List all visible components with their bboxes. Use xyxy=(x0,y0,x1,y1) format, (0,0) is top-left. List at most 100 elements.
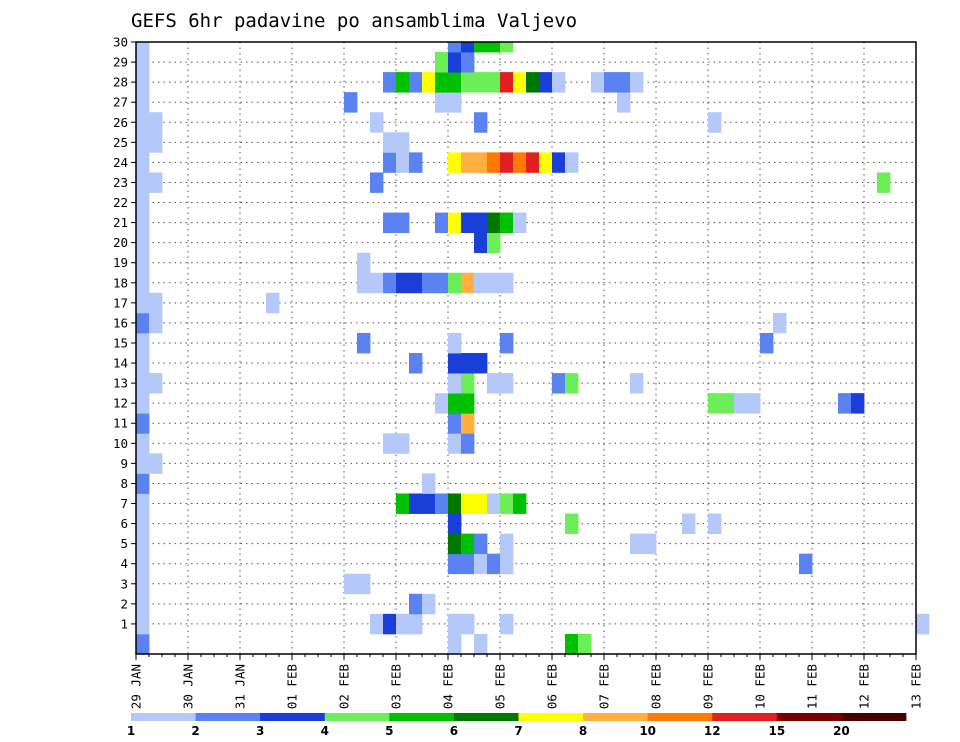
y-tick-label: 19 xyxy=(113,255,128,270)
heatmap-cell xyxy=(383,613,397,635)
heatmap-cell xyxy=(136,493,150,514)
heatmap-cell xyxy=(136,332,150,354)
heatmap-cell xyxy=(136,172,150,193)
heatmap-cell xyxy=(448,152,462,173)
heatmap-cell xyxy=(136,553,150,575)
heatmap-cell xyxy=(500,272,514,294)
heatmap-cell xyxy=(630,533,644,555)
heatmap-cell xyxy=(136,613,150,635)
heatmap-cell xyxy=(565,513,579,535)
heatmap-cell xyxy=(474,533,488,555)
heatmap-cell xyxy=(448,212,462,234)
heatmap-cell xyxy=(357,573,371,595)
heatmap-cell xyxy=(448,72,462,93)
heatmap-cell xyxy=(461,613,475,635)
heatmap-cell xyxy=(149,172,163,193)
heatmap-cell xyxy=(487,152,501,173)
heatmap-cell xyxy=(604,72,618,93)
heatmap-cell xyxy=(396,272,410,294)
heatmap-cell xyxy=(747,393,761,414)
heatmap-cell xyxy=(136,453,150,474)
heatmap-cell xyxy=(136,252,150,274)
heatmap-cell xyxy=(461,42,475,53)
heatmap-cell xyxy=(136,413,150,434)
heatmap-cell xyxy=(136,533,150,555)
heatmap-cell xyxy=(448,513,462,535)
heatmap-cell xyxy=(461,212,475,234)
y-tick-label: 2 xyxy=(120,596,128,611)
legend-swatch xyxy=(647,713,713,721)
heatmap-cell xyxy=(474,553,488,575)
y-tick-label: 20 xyxy=(113,235,128,250)
heatmap-cell xyxy=(357,332,371,354)
heatmap-cell xyxy=(435,52,449,73)
heatmap-cell xyxy=(383,132,397,153)
heatmap-cell xyxy=(630,72,644,93)
heatmap-cell xyxy=(643,533,657,555)
heatmap-cell xyxy=(357,272,371,294)
heatmap-cell xyxy=(136,593,150,615)
heatmap-cell xyxy=(136,232,150,254)
heatmap-cell xyxy=(396,212,410,234)
heatmap-cell xyxy=(500,72,514,93)
heatmap-cell xyxy=(396,152,410,173)
heatmap-cell xyxy=(383,433,397,454)
heatmap-cell xyxy=(136,212,150,234)
heatmap-cell xyxy=(149,132,163,153)
x-tick-label: 06 FEB xyxy=(545,664,560,709)
heatmap-cell xyxy=(461,393,475,414)
y-tick-label: 10 xyxy=(113,436,128,451)
heatmap-cell xyxy=(396,613,410,635)
heatmap-cell xyxy=(461,272,475,294)
heatmap-cell xyxy=(916,613,930,635)
legend-swatch xyxy=(131,713,196,721)
heatmap-cell xyxy=(149,292,163,314)
heatmap-cell xyxy=(136,513,150,535)
heatmap-cell xyxy=(136,573,150,595)
heatmap-cell xyxy=(422,593,436,615)
heatmap-cell xyxy=(708,513,722,535)
heatmap-cell xyxy=(266,292,280,314)
heatmap-cell xyxy=(448,633,462,655)
heatmap-cell xyxy=(721,393,735,414)
heatmap-cell xyxy=(461,152,475,173)
legend-label: 20 xyxy=(833,724,850,738)
heatmap-cell xyxy=(435,393,449,414)
heatmap-cell xyxy=(370,172,384,193)
heatmap-cell xyxy=(370,112,384,133)
heatmap-cell xyxy=(773,312,787,334)
heatmap-cell xyxy=(136,92,150,113)
x-tick-label: 29 JAN xyxy=(129,664,144,709)
heatmap-cell xyxy=(487,373,501,394)
heatmap-cell xyxy=(370,272,384,294)
heatmap-cell xyxy=(630,373,644,394)
heatmap-cell xyxy=(409,272,423,294)
heatmap-cell xyxy=(474,72,488,93)
y-tick-label: 18 xyxy=(113,275,128,290)
heatmap-cell xyxy=(474,232,488,254)
legend-label: 4 xyxy=(321,724,329,738)
heatmap-cell xyxy=(448,373,462,394)
heatmap-cell xyxy=(136,72,150,93)
heatmap-cells xyxy=(136,42,930,655)
y-tick-label: 29 xyxy=(113,55,128,70)
color-legend: 1 2 3 4 5 6 7 8 10 12 15 20 xyxy=(127,713,907,738)
x-tick-label: 13 FEB xyxy=(909,664,924,709)
heatmap-cell xyxy=(136,393,150,414)
heatmap-cell xyxy=(617,72,631,93)
legend-swatch xyxy=(712,713,778,721)
heatmap-cell xyxy=(500,493,514,514)
heatmap-cell xyxy=(396,433,410,454)
legend-label: 10 xyxy=(639,724,656,738)
heatmap-cell xyxy=(734,393,748,414)
heatmap-cell xyxy=(409,593,423,615)
heatmap-cell xyxy=(136,42,150,53)
heatmap-cell xyxy=(149,312,163,334)
legend-swatch xyxy=(389,713,455,721)
heatmap-cell xyxy=(435,493,449,514)
legend-swatch xyxy=(841,713,907,721)
heatmap-cell xyxy=(708,393,722,414)
chart-title: GEFS 6hr padavine po ansamblima Valjevo xyxy=(131,10,577,32)
heatmap-cell xyxy=(461,553,475,575)
